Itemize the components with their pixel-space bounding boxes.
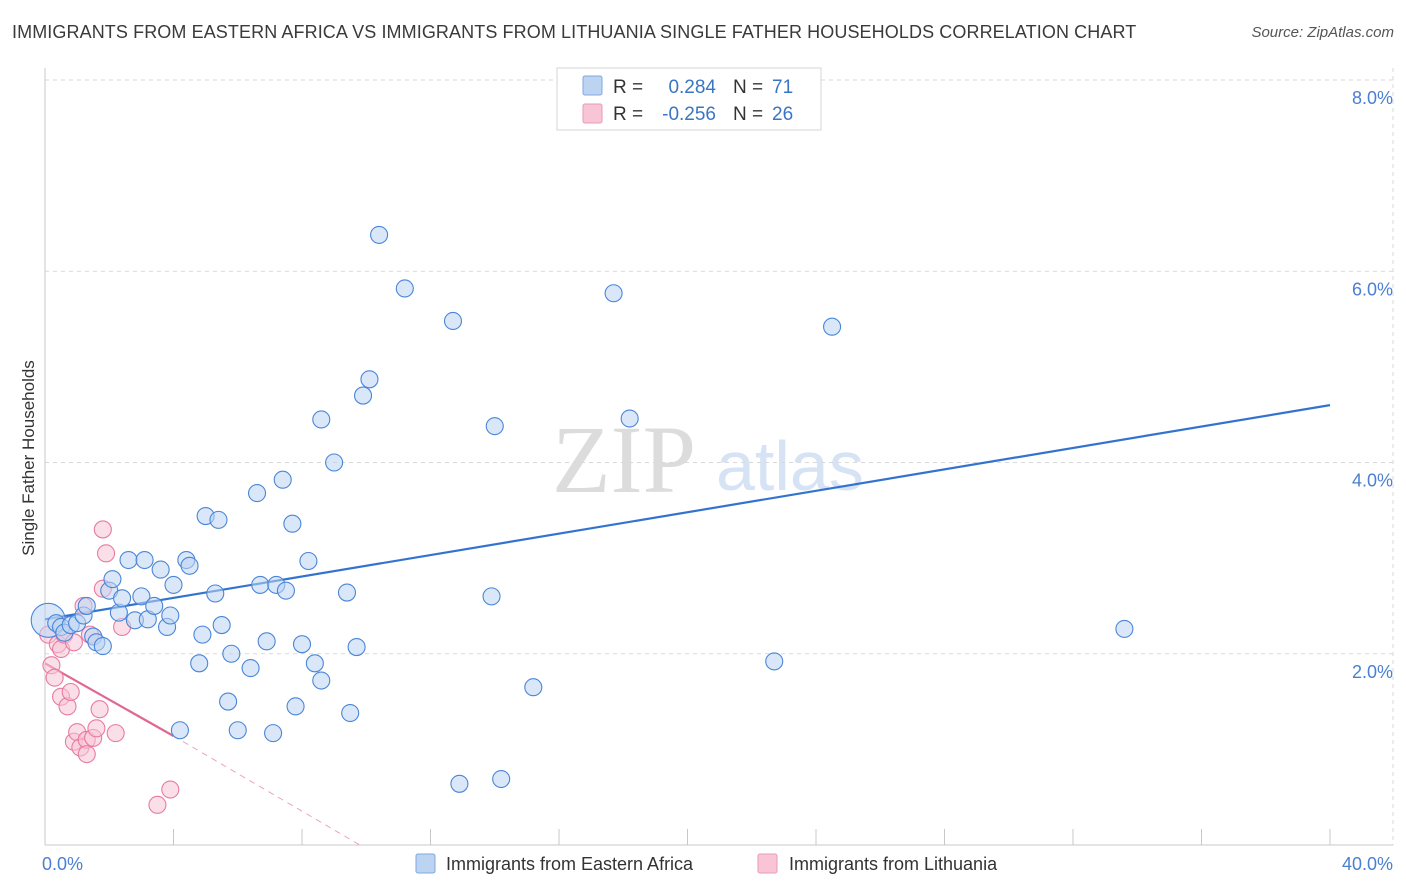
data-point-eastern-africa <box>312 410 331 429</box>
x-tick-label-min: 0.0% <box>42 854 83 874</box>
y-tick-label: 4.0% <box>1352 471 1393 491</box>
legend-n-label-2: N = <box>733 104 763 125</box>
data-point-eastern-africa <box>395 279 414 298</box>
data-point-eastern-africa <box>151 560 170 579</box>
data-point-eastern-africa <box>347 638 366 657</box>
data-point-lithuania <box>61 682 80 702</box>
data-point-eastern-africa <box>103 570 122 589</box>
data-point-eastern-africa <box>286 697 305 716</box>
data-point-lithuania <box>148 795 167 814</box>
data-point-eastern-africa <box>164 575 183 594</box>
trend-line-lithuania <box>44 662 175 737</box>
series-eastern-africa-points <box>30 225 1134 793</box>
x-tick-labels: 0.0% 40.0% <box>42 854 1393 874</box>
data-point-eastern-africa <box>209 510 228 529</box>
y-tick-label: 8.0% <box>1352 88 1393 108</box>
data-point-lithuania <box>96 544 116 563</box>
legend-n-value-1: 71 <box>772 77 793 98</box>
data-point-eastern-africa <box>113 589 132 608</box>
data-point-eastern-africa <box>482 587 501 606</box>
y-tick-label: 6.0% <box>1352 279 1393 299</box>
data-point-eastern-africa <box>132 587 151 606</box>
data-point-eastern-africa <box>264 724 283 743</box>
data-point-eastern-africa <box>283 514 302 533</box>
data-point-eastern-africa <box>620 409 639 428</box>
legend-r-value-1: 0.284 <box>668 77 716 98</box>
data-point-eastern-africa <box>145 596 164 615</box>
data-point-eastern-africa <box>219 692 238 711</box>
data-point-eastern-africa <box>485 417 504 436</box>
trend-line-lithuania-extension <box>173 735 361 846</box>
data-point-eastern-africa <box>77 596 96 615</box>
data-point-eastern-africa <box>257 632 276 651</box>
data-point-lithuania <box>93 520 112 539</box>
data-point-eastern-africa <box>170 721 189 740</box>
data-point-eastern-africa <box>180 556 199 575</box>
legend-n-label-1: N = <box>733 77 763 98</box>
data-point-lithuania <box>161 780 180 799</box>
data-point-eastern-africa <box>161 606 180 625</box>
legend-swatch-blue <box>582 75 603 96</box>
correlation-legend: R = 0.284 N = 71 R = -0.256 N = 26 <box>556 67 822 131</box>
axes <box>44 68 1393 846</box>
data-point-lithuania <box>87 719 106 738</box>
bottom-legend-label-eastern-africa: Immigrants from Eastern Africa <box>446 854 694 874</box>
y-tick-labels: 2.0% 4.0% 6.0% 8.0% <box>1352 88 1393 682</box>
data-point-eastern-africa <box>360 370 379 389</box>
data-point-eastern-africa <box>823 317 842 336</box>
data-point-eastern-africa <box>353 386 373 405</box>
data-point-eastern-africa <box>135 550 154 570</box>
data-point-eastern-africa <box>341 703 360 723</box>
data-point-eastern-africa <box>119 550 138 570</box>
watermark-atlas: atlas <box>716 427 864 505</box>
bottom-legend-swatch-blue <box>415 853 436 874</box>
y-tick-label: 2.0% <box>1352 662 1393 682</box>
y-axis-title: Single Father Households <box>19 360 38 556</box>
data-point-eastern-africa <box>93 637 112 656</box>
data-point-eastern-africa <box>193 625 212 644</box>
data-point-eastern-africa <box>228 721 247 740</box>
x-tick-label-max: 40.0% <box>1342 854 1393 874</box>
data-point-eastern-africa <box>492 769 511 789</box>
data-point-eastern-africa <box>292 635 312 654</box>
bottom-legend-swatch-pink <box>757 853 778 874</box>
bottom-legend-label-lithuania: Immigrants from Lithuania <box>789 854 998 874</box>
data-point-eastern-africa <box>212 616 231 635</box>
data-point-eastern-africa <box>312 671 331 690</box>
legend-swatch-pink <box>582 103 603 124</box>
data-point-lithuania <box>45 668 64 687</box>
data-point-eastern-africa <box>241 659 260 678</box>
data-point-eastern-africa <box>222 644 241 663</box>
data-point-lithuania <box>90 700 109 719</box>
data-point-eastern-africa <box>325 453 344 472</box>
data-point-eastern-africa <box>305 654 324 673</box>
legend-r-value-2: -0.256 <box>662 104 716 125</box>
data-point-eastern-africa <box>450 774 469 793</box>
data-point-eastern-africa <box>524 678 543 697</box>
data-point-eastern-africa <box>604 284 623 303</box>
data-point-eastern-africa <box>765 652 784 671</box>
data-point-eastern-africa <box>273 470 292 489</box>
data-point-eastern-africa <box>337 583 357 602</box>
source-label: Source: ZipAtlas.com <box>1251 24 1394 41</box>
legend-n-value-2: 26 <box>772 104 793 125</box>
data-point-eastern-africa <box>370 225 389 244</box>
chart-title: IMMIGRANTS FROM EASTERN AFRICA VS IMMIGR… <box>12 22 1137 42</box>
data-point-eastern-africa <box>247 484 267 503</box>
data-point-lithuania <box>106 724 125 743</box>
data-point-eastern-africa <box>443 311 463 331</box>
data-point-eastern-africa <box>1115 619 1134 638</box>
legend-r-label-2: R = <box>613 104 643 125</box>
data-point-eastern-africa <box>251 575 270 594</box>
data-point-eastern-africa <box>276 581 295 600</box>
series-legend: Immigrants from Eastern Africa Immigrant… <box>415 853 998 874</box>
data-point-lithuania <box>77 745 96 764</box>
data-point-eastern-africa <box>190 654 209 673</box>
data-point-eastern-africa <box>299 551 318 571</box>
legend-r-label-1: R = <box>613 77 643 98</box>
data-point-eastern-africa <box>206 584 225 603</box>
